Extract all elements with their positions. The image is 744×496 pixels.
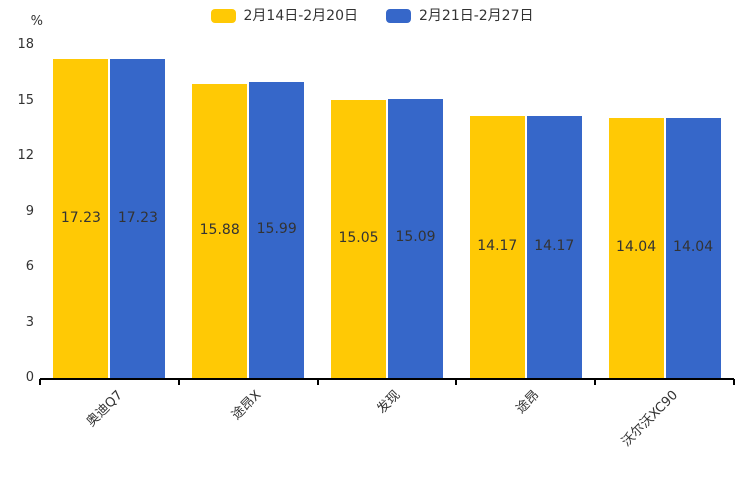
bar-series-2-沃尔沃XC90 <box>665 118 721 378</box>
legend-swatch-icon <box>210 9 236 23</box>
x-axis-tick-mark <box>316 379 319 385</box>
x-axis-tick-mark <box>455 379 458 385</box>
y-axis-tick-label: 12 <box>17 148 34 163</box>
y-axis-tick-label: 3 <box>25 314 34 330</box>
bar-series-2-发现 <box>388 98 443 378</box>
x-axis-category-label: 奥迪Q7 <box>83 387 126 430</box>
bar-series-1-途昂X <box>192 84 248 378</box>
plot-area: 17.23 17.23 15.88 15.99 15.05 15.09 14.17 14.17… <box>40 45 734 380</box>
bar-series-1-奥迪Q7 <box>53 59 109 378</box>
bar-series-1-发现 <box>331 99 386 378</box>
y-axis-tick-label: 18 <box>17 37 34 52</box>
bar-series-2-途昂 <box>526 115 582 378</box>
x-axis-tick-mark <box>733 379 735 385</box>
y-axis-tick-label: 0 <box>25 370 34 385</box>
bar-series-1-沃尔沃XC90 <box>608 118 664 378</box>
bar-series-1-途昂 <box>469 115 525 378</box>
legend-item-series-1[interactable]: 2月14日-2月20日 <box>210 7 359 25</box>
legend-item-series-2[interactable]: 2月21日-2月27日 <box>386 7 534 25</box>
x-axis-category-label: 发现 <box>374 387 404 417</box>
x-axis-tick-mark <box>39 379 41 385</box>
y-axis-tick-label: 6 <box>25 259 34 274</box>
y-axis-unit-label: % <box>30 14 43 29</box>
legend-label: 2月14日-2月20日 <box>243 8 359 24</box>
x-axis-tick-mark <box>177 379 180 385</box>
y-axis-tick-label: 9 <box>25 203 34 219</box>
bar-series-2-途昂X <box>249 82 305 378</box>
legend-label: 2月21日-2月27日 <box>419 8 534 24</box>
y-axis-tick-label: 15 <box>17 92 34 108</box>
x-axis-tick-mark <box>594 379 597 385</box>
x-axis-category-label: 途昂X <box>229 387 265 424</box>
x-axis-category-label: 途昂 <box>513 387 543 417</box>
x-axis-category-label: 沃尔沃XC90 <box>619 387 682 450</box>
legend-swatch-icon <box>386 9 411 23</box>
legend: 2月14日-2月20日 2月21日-2月27日 <box>0 7 744 25</box>
bar-series-2-奥迪Q7 <box>110 59 166 378</box>
